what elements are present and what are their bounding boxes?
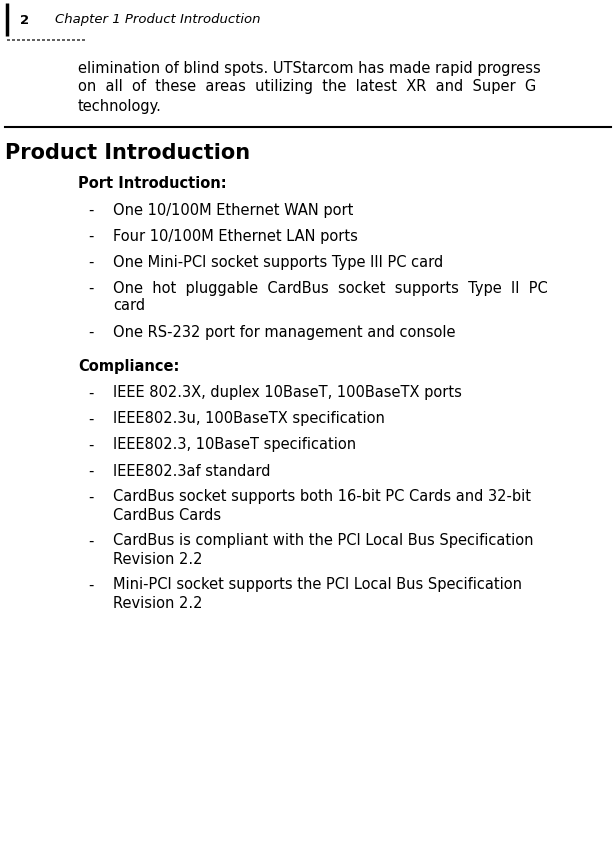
Text: Mini-PCI socket supports the PCI Local Bus Specification: Mini-PCI socket supports the PCI Local B… <box>113 577 522 592</box>
Text: Product Introduction: Product Introduction <box>5 143 250 163</box>
Text: -: - <box>88 490 94 505</box>
Text: -: - <box>88 255 94 270</box>
Text: CardBus is compliant with the PCI Local Bus Specification: CardBus is compliant with the PCI Local … <box>113 533 533 549</box>
Text: Chapter 1 Product Introduction: Chapter 1 Product Introduction <box>55 14 261 27</box>
Text: -: - <box>88 533 94 549</box>
Text: IEEE802.3u, 100BaseTX specification: IEEE802.3u, 100BaseTX specification <box>113 412 385 427</box>
Text: -: - <box>88 281 94 296</box>
Text: -: - <box>88 412 94 427</box>
Text: Four 10/100M Ethernet LAN ports: Four 10/100M Ethernet LAN ports <box>113 229 358 244</box>
Text: IEEE802.3af standard: IEEE802.3af standard <box>113 464 270 479</box>
Text: Revision 2.2: Revision 2.2 <box>113 596 203 610</box>
Text: CardBus socket supports both 16-bit PC Cards and 32-bit: CardBus socket supports both 16-bit PC C… <box>113 490 531 505</box>
Text: card: card <box>113 298 145 314</box>
Text: One Mini-PCI socket supports Type III PC card: One Mini-PCI socket supports Type III PC… <box>113 255 444 270</box>
Text: on  all  of  these  areas  utilizing  the  latest  XR  and  Super  G: on all of these areas utilizing the late… <box>78 80 537 95</box>
Text: One 10/100M Ethernet WAN port: One 10/100M Ethernet WAN port <box>113 203 354 218</box>
Text: -: - <box>88 577 94 592</box>
Text: -: - <box>88 203 94 218</box>
Text: IEEE802.3, 10BaseT specification: IEEE802.3, 10BaseT specification <box>113 438 356 453</box>
Text: -: - <box>88 229 94 244</box>
Text: elimination of blind spots. UTStarcom has made rapid progress: elimination of blind spots. UTStarcom ha… <box>78 61 541 75</box>
Text: 2: 2 <box>20 14 29 27</box>
Text: Port Introduction:: Port Introduction: <box>78 175 227 191</box>
Text: IEEE 802.3X, duplex 10BaseT, 100BaseTX ports: IEEE 802.3X, duplex 10BaseT, 100BaseTX p… <box>113 386 462 401</box>
Text: One RS-232 port for management and console: One RS-232 port for management and conso… <box>113 324 455 340</box>
Text: -: - <box>88 438 94 453</box>
Text: Revision 2.2: Revision 2.2 <box>113 551 203 566</box>
Text: technology.: technology. <box>78 99 162 114</box>
Text: -: - <box>88 464 94 479</box>
Text: One  hot  pluggable  CardBus  socket  supports  Type  II  PC: One hot pluggable CardBus socket support… <box>113 281 548 296</box>
Text: CardBus Cards: CardBus Cards <box>113 507 221 523</box>
Text: -: - <box>88 324 94 340</box>
Text: Compliance:: Compliance: <box>78 358 179 374</box>
Text: -: - <box>88 386 94 401</box>
